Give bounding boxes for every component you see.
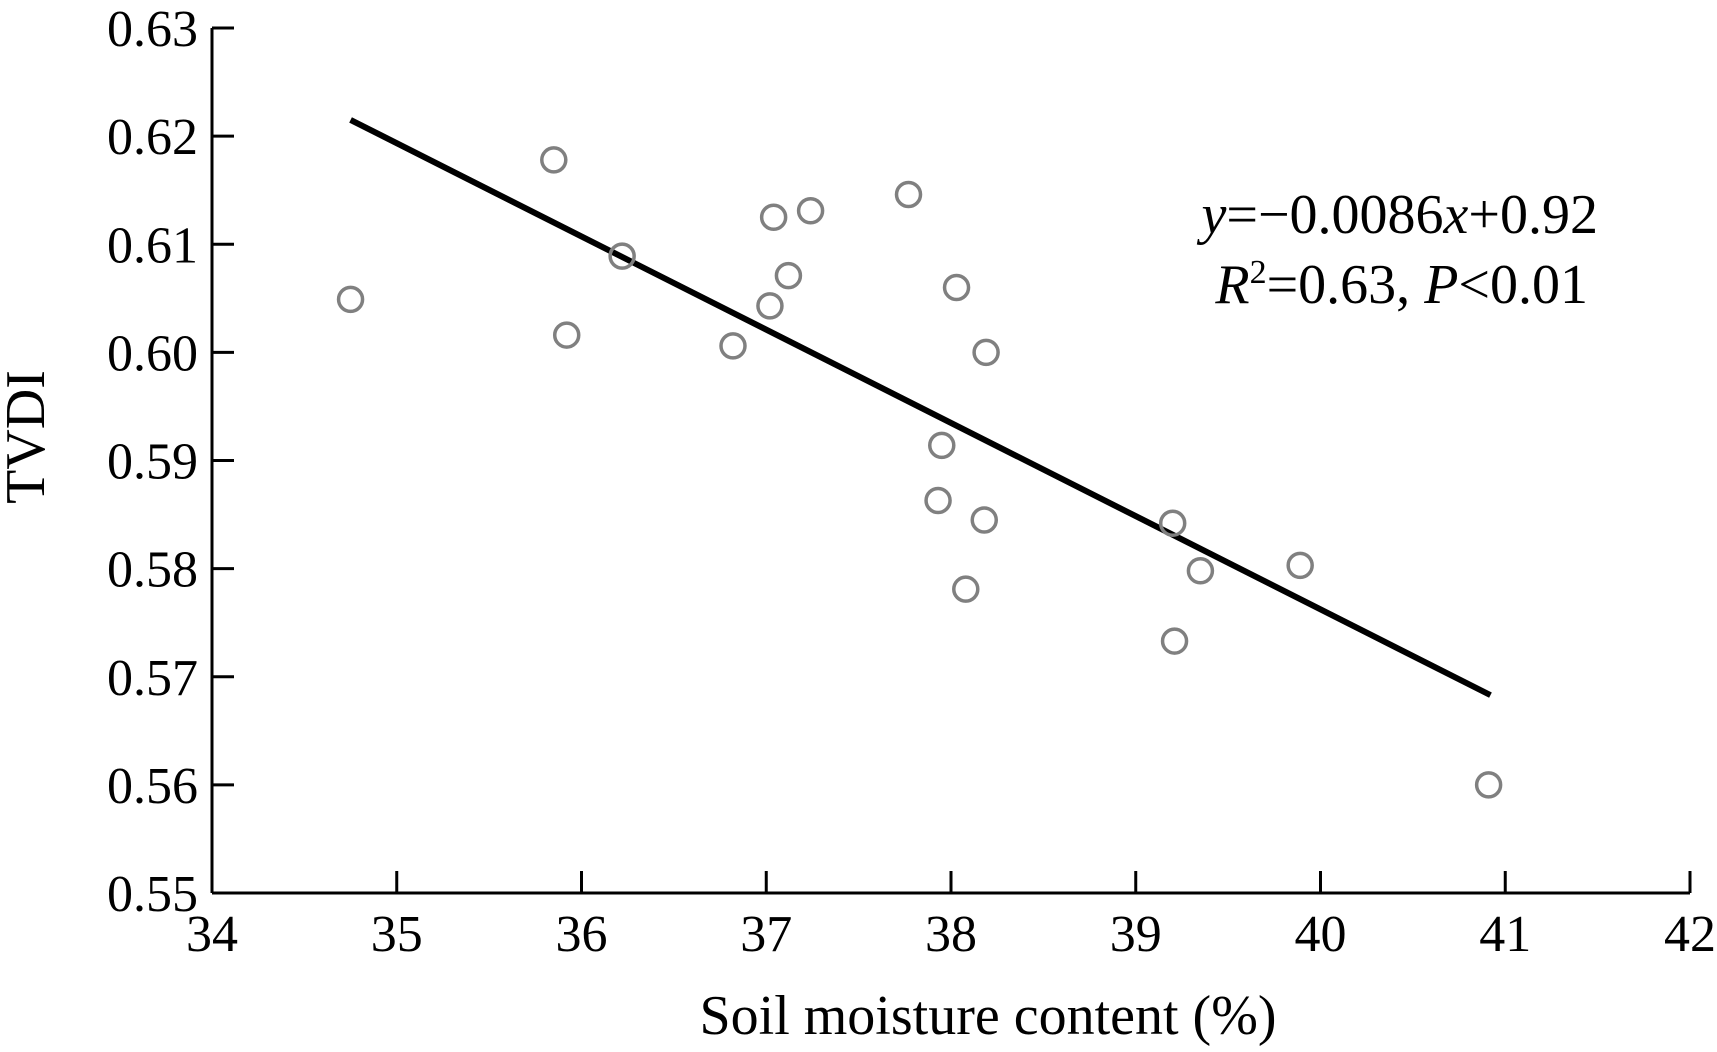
- data-point: [608, 242, 636, 270]
- x-tick-label: 39: [1110, 906, 1162, 963]
- y-tick-label: 0.57: [107, 650, 198, 707]
- data-point: [1286, 551, 1314, 580]
- x-axis-tick-labels: 34 35 36 37 38 39 40 41 42: [186, 906, 1716, 963]
- equation-x-variable: x: [1443, 184, 1469, 246]
- axes: [210, 28, 1690, 895]
- data-point: [1160, 627, 1189, 655]
- data-point: [952, 575, 980, 603]
- y-tick-label: 0.62: [107, 109, 198, 166]
- data-point: [1474, 771, 1503, 799]
- regression-equation: y=−0.0086x+0.92: [1197, 184, 1598, 246]
- x-axis-ticks: [210, 871, 1692, 893]
- data-point: [924, 486, 952, 515]
- data-point: [774, 261, 803, 290]
- x-tick-label: 42: [1664, 906, 1716, 963]
- y-tick-label: 0.56: [107, 758, 198, 815]
- x-tick-label: 41: [1479, 906, 1531, 963]
- y-tick-label: 0.58: [107, 542, 198, 599]
- data-point: [942, 273, 971, 302]
- y-tick-label: 0.59: [107, 434, 198, 491]
- data-point: [759, 203, 788, 231]
- stat-r-superscript: 2: [1250, 254, 1267, 291]
- data-point: [796, 196, 825, 225]
- regression-line: [349, 117, 1492, 698]
- data-point: [894, 180, 923, 209]
- data-point: [970, 506, 999, 534]
- data-point: [756, 292, 784, 320]
- data-point: [1158, 509, 1187, 537]
- x-tick-label: 34: [186, 906, 238, 963]
- x-axis-title: Soil moisture content (%): [699, 985, 1276, 1047]
- stat-p-variable: P: [1423, 254, 1458, 316]
- fit-line-layer: [349, 117, 1492, 698]
- data-point: [719, 332, 747, 360]
- stat-r-squared-value: =0.63,: [1267, 254, 1425, 316]
- y-axis-ticks: [212, 26, 234, 895]
- y-tick-label: 0.55: [107, 866, 198, 923]
- data-point: [336, 285, 365, 314]
- y-tick-label: 0.61: [107, 217, 198, 274]
- data-points: [336, 146, 1503, 799]
- data-point: [540, 146, 568, 174]
- y-tick-label: 0.63: [107, 1, 198, 58]
- equation-y-variable: y: [1197, 184, 1227, 246]
- data-point: [1186, 557, 1215, 585]
- x-tick-label: 35: [371, 906, 423, 963]
- data-point: [928, 431, 956, 460]
- data-point: [552, 321, 581, 349]
- equation-slope: =−0.0086: [1226, 184, 1443, 246]
- data-point: [972, 338, 1000, 367]
- stat-r-variable: R: [1214, 254, 1249, 316]
- x-tick-label: 37: [740, 906, 792, 963]
- y-tick-label: 0.60: [107, 325, 198, 382]
- x-tick-label: 38: [925, 906, 977, 963]
- regression-statistics: R2=0.63, P<0.01: [1214, 254, 1588, 316]
- y-axis-tick-labels: 0.55 0.56 0.57 0.58 0.59 0.60 0.61 0.62 0.63: [107, 1, 198, 923]
- x-tick-label: 36: [556, 906, 608, 963]
- stat-p-value: <0.01: [1458, 254, 1588, 316]
- equation-intercept: +0.92: [1468, 184, 1598, 246]
- y-axis-title: TVDI: [0, 370, 57, 504]
- x-tick-label: 40: [1295, 906, 1347, 963]
